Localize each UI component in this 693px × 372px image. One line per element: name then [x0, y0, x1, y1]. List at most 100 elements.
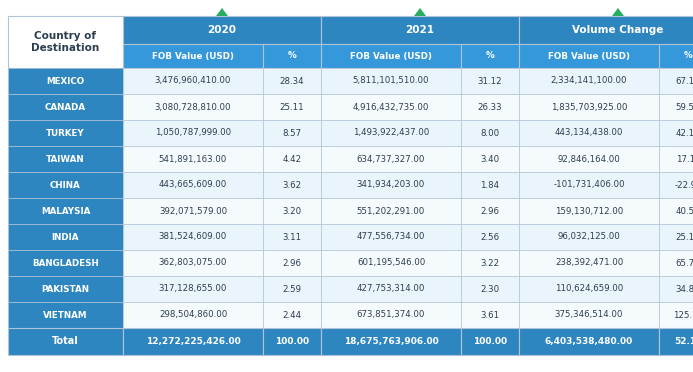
Bar — [519, 224, 659, 250]
Bar — [263, 224, 321, 250]
Bar — [123, 250, 263, 276]
Text: 52.18: 52.18 — [674, 337, 693, 346]
Bar — [519, 328, 659, 355]
Bar — [659, 328, 693, 355]
Bar — [461, 276, 519, 302]
Text: FOB Value (USD): FOB Value (USD) — [548, 51, 630, 61]
Bar — [659, 172, 693, 198]
Bar — [123, 198, 263, 224]
Bar — [659, 302, 693, 328]
Bar — [123, 276, 263, 302]
Text: 551,202,291.00: 551,202,291.00 — [357, 206, 425, 215]
Text: FOB Value (USD): FOB Value (USD) — [152, 51, 234, 61]
Bar — [321, 68, 461, 94]
Bar — [123, 94, 263, 120]
Text: 110,624,659.00: 110,624,659.00 — [555, 285, 623, 294]
Bar — [263, 198, 321, 224]
Text: 2020: 2020 — [207, 25, 236, 35]
Text: 28.34: 28.34 — [280, 77, 304, 86]
Bar — [123, 224, 263, 250]
Text: 443,134,438.00: 443,134,438.00 — [555, 128, 623, 138]
Text: 8.57: 8.57 — [283, 128, 301, 138]
Text: INDIA: INDIA — [52, 232, 79, 241]
Text: 1,835,703,925.00: 1,835,703,925.00 — [551, 103, 627, 112]
Bar — [263, 250, 321, 276]
Text: %: % — [683, 51, 692, 61]
Text: 341,934,203.00: 341,934,203.00 — [357, 180, 425, 189]
Text: Country of
Destination: Country of Destination — [31, 31, 100, 53]
Text: 17.14: 17.14 — [676, 154, 693, 164]
Bar — [519, 172, 659, 198]
Bar — [659, 44, 693, 68]
Bar — [8, 198, 123, 224]
Bar — [461, 302, 519, 328]
Bar — [8, 302, 123, 328]
Text: 3.22: 3.22 — [480, 259, 500, 267]
Bar — [321, 302, 461, 328]
Text: 298,504,860.00: 298,504,860.00 — [159, 311, 227, 320]
Text: 317,128,655.00: 317,128,655.00 — [159, 285, 227, 294]
Text: MEXICO: MEXICO — [46, 77, 85, 86]
Text: 634,737,327.00: 634,737,327.00 — [357, 154, 426, 164]
Text: 40.59: 40.59 — [676, 206, 693, 215]
Bar — [123, 302, 263, 328]
Text: 2021: 2021 — [405, 25, 435, 35]
Text: 381,524,609.00: 381,524,609.00 — [159, 232, 227, 241]
Text: -22.93: -22.93 — [674, 180, 693, 189]
Bar — [659, 146, 693, 172]
Bar — [321, 120, 461, 146]
Bar — [461, 250, 519, 276]
Bar — [519, 146, 659, 172]
Text: 59.59: 59.59 — [676, 103, 693, 112]
Text: 673,851,374.00: 673,851,374.00 — [357, 311, 426, 320]
Text: -101,731,406.00: -101,731,406.00 — [553, 180, 625, 189]
Bar — [519, 250, 659, 276]
Text: TURKEY: TURKEY — [46, 128, 85, 138]
Text: 3,476,960,410.00: 3,476,960,410.00 — [155, 77, 231, 86]
Text: 362,803,075.00: 362,803,075.00 — [159, 259, 227, 267]
Text: 4.42: 4.42 — [283, 154, 301, 164]
Bar — [263, 68, 321, 94]
Bar — [321, 276, 461, 302]
Bar — [659, 276, 693, 302]
Text: 238,392,471.00: 238,392,471.00 — [555, 259, 623, 267]
Text: 5,811,101,510.00: 5,811,101,510.00 — [353, 77, 429, 86]
Text: 2.59: 2.59 — [283, 285, 301, 294]
Text: 25.11: 25.11 — [280, 103, 304, 112]
Text: %: % — [288, 51, 297, 61]
Polygon shape — [612, 8, 624, 16]
Text: 3.40: 3.40 — [480, 154, 500, 164]
Bar — [123, 146, 263, 172]
Bar — [461, 120, 519, 146]
Text: 1,493,922,437.00: 1,493,922,437.00 — [353, 128, 429, 138]
Text: PAKISTAN: PAKISTAN — [42, 285, 89, 294]
Text: 375,346,514.00: 375,346,514.00 — [555, 311, 623, 320]
Bar — [263, 120, 321, 146]
Bar — [461, 68, 519, 94]
Text: 67.14: 67.14 — [676, 77, 693, 86]
Bar — [659, 224, 693, 250]
Text: 125.75: 125.75 — [673, 311, 693, 320]
Bar — [321, 94, 461, 120]
Bar — [519, 276, 659, 302]
Bar — [659, 94, 693, 120]
Text: 2,334,141,100.00: 2,334,141,100.00 — [551, 77, 627, 86]
Bar — [123, 172, 263, 198]
Bar — [123, 120, 263, 146]
Text: 12,272,225,426.00: 12,272,225,426.00 — [146, 337, 240, 346]
Text: 4,916,432,735.00: 4,916,432,735.00 — [353, 103, 429, 112]
Text: 427,753,314.00: 427,753,314.00 — [357, 285, 426, 294]
Bar — [321, 198, 461, 224]
Bar — [321, 250, 461, 276]
Text: BANGLADESH: BANGLADESH — [32, 259, 99, 267]
Bar — [263, 276, 321, 302]
Bar — [263, 94, 321, 120]
Text: 3.61: 3.61 — [480, 311, 500, 320]
Bar — [321, 224, 461, 250]
Text: 1.84: 1.84 — [480, 180, 500, 189]
Text: 3.62: 3.62 — [283, 180, 301, 189]
Bar — [461, 224, 519, 250]
Bar — [659, 198, 693, 224]
Text: 601,195,546.00: 601,195,546.00 — [357, 259, 425, 267]
Bar — [123, 44, 263, 68]
